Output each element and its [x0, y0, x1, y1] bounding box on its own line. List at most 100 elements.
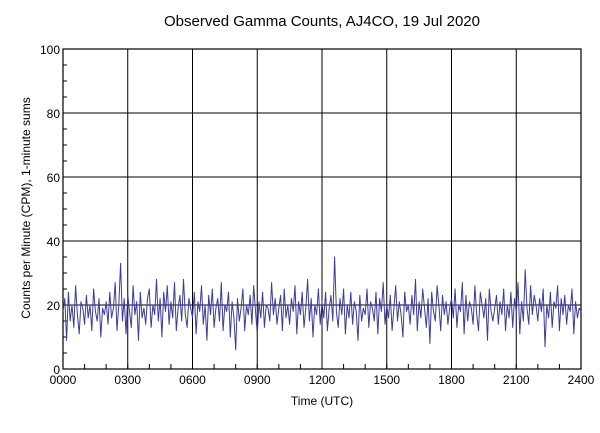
- data-point: [276, 323, 278, 325]
- data-point: [148, 288, 150, 290]
- data-point: [418, 301, 420, 303]
- data-point: [116, 330, 118, 331]
- data-point: [429, 343, 431, 344]
- data-point: [174, 282, 175, 283]
- data-point: [120, 263, 121, 264]
- data-point: [237, 298, 238, 299]
- data-point: [64, 298, 66, 299]
- x-tick-label: 2100: [503, 373, 530, 387]
- data-point: [134, 314, 136, 315]
- data-point: [377, 333, 379, 335]
- data-point: [375, 291, 377, 293]
- data-point: [298, 301, 300, 303]
- data-point: [105, 301, 107, 303]
- data-point: [202, 323, 204, 325]
- data-point: [571, 288, 573, 290]
- data-point: [479, 291, 481, 293]
- data-point: [485, 298, 487, 299]
- data-point: [141, 317, 143, 319]
- data-point: [400, 314, 402, 315]
- data-point: [159, 298, 161, 299]
- data-point: [555, 307, 557, 309]
- y-tick-label: 80: [47, 107, 61, 121]
- data-point: [73, 327, 75, 328]
- data-point: [321, 301, 323, 303]
- data-point: [503, 288, 505, 290]
- data-point: [397, 320, 398, 322]
- data-point: [318, 288, 319, 290]
- data-point: [442, 295, 443, 296]
- data-point: [192, 317, 193, 319]
- data-point: [506, 304, 508, 306]
- data-point: [247, 314, 249, 315]
- data-point: [395, 285, 397, 287]
- data-point: [235, 349, 237, 351]
- data-point: [458, 304, 460, 306]
- data-point: [496, 295, 497, 296]
- data-point: [229, 336, 231, 338]
- data-point: [240, 307, 242, 309]
- data-point: [224, 304, 226, 306]
- data-point: [388, 317, 389, 319]
- x-tick-label: 0000: [50, 373, 77, 387]
- data-point: [434, 320, 436, 322]
- data-point: [246, 304, 247, 306]
- data-point: [300, 314, 301, 315]
- data-point: [323, 317, 325, 319]
- data-point: [136, 301, 138, 303]
- data-point: [71, 304, 73, 306]
- data-point: [143, 307, 145, 309]
- data-point: [431, 291, 433, 293]
- data-point: [411, 295, 413, 296]
- data-point: [190, 307, 192, 309]
- data-point: [215, 307, 217, 309]
- data-point: [69, 320, 71, 322]
- data-point: [580, 311, 582, 312]
- y-tick-label: 20: [47, 299, 61, 313]
- data-point: [461, 282, 463, 283]
- data-point: [406, 311, 407, 312]
- data-point: [310, 298, 312, 299]
- data-point: [398, 301, 400, 303]
- data-point: [501, 314, 503, 315]
- data-point: [449, 307, 451, 309]
- data-point: [251, 323, 253, 325]
- data-point: [96, 320, 98, 322]
- data-point: [508, 317, 510, 319]
- data-point: [210, 314, 211, 315]
- data-point: [273, 314, 274, 315]
- data-point: [389, 295, 391, 296]
- data-point: [391, 330, 393, 331]
- data-point: [249, 295, 251, 296]
- y-tick-label: 60: [47, 171, 61, 185]
- data-point: [469, 301, 470, 303]
- data-point: [94, 311, 96, 312]
- data-point: [521, 301, 523, 303]
- data-point: [147, 298, 148, 299]
- data-point: [226, 311, 228, 312]
- data-point: [577, 317, 578, 319]
- data-point: [87, 317, 89, 319]
- data-point: [494, 307, 496, 309]
- data-point: [195, 333, 197, 335]
- y-tick-label: 40: [47, 235, 61, 249]
- data-point: [255, 311, 256, 312]
- data-point: [307, 279, 309, 280]
- data-point: [393, 307, 395, 309]
- data-point: [344, 333, 346, 335]
- series-group: [62, 256, 582, 351]
- data-point: [422, 288, 424, 290]
- data-point: [197, 301, 199, 303]
- data-point: [76, 314, 78, 315]
- data-point: [353, 301, 355, 303]
- data-point: [244, 330, 246, 331]
- data-point: [490, 311, 492, 312]
- data-point: [129, 311, 130, 312]
- tick-marks: [62, 48, 582, 370]
- data-point: [483, 317, 485, 319]
- data-point: [98, 298, 100, 299]
- data-point: [271, 282, 273, 283]
- data-point: [319, 323, 321, 325]
- data-point: [213, 327, 215, 328]
